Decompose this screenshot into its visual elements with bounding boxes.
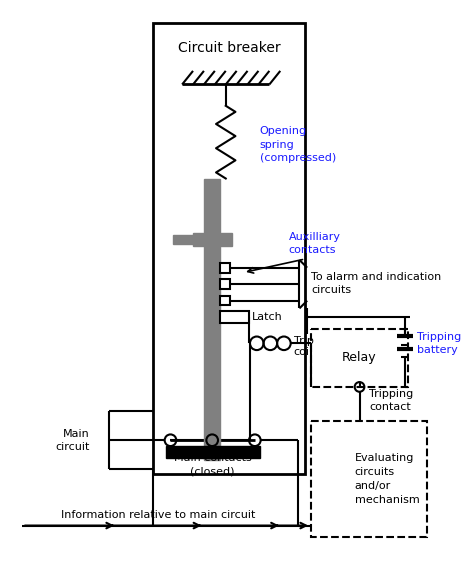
Text: Opening
spring
(compressed): Opening spring (compressed) [260,126,336,163]
Text: Evaluating
circuits
and/or
mechanism: Evaluating circuits and/or mechanism [355,453,419,505]
Text: Tripping
contact: Tripping contact [369,389,413,412]
Bar [193,233,232,246]
Bar [220,296,229,306]
Text: Tripping
battery: Tripping battery [417,332,461,355]
Bar [173,234,193,244]
Bar [220,263,229,273]
Text: Circuit breaker: Circuit breaker [178,41,281,54]
Bar [220,312,249,323]
Text: Trip
coil: Trip coil [293,336,313,357]
Bar [165,446,260,457]
Text: Main contacts
(closed): Main contacts (closed) [174,453,252,476]
Text: Main
circuit: Main circuit [55,428,90,452]
Bar [153,23,305,474]
Bar [204,178,220,460]
Bar [311,329,408,387]
Bar [311,421,428,537]
Text: Auxilliary
contacts: Auxilliary contacts [289,232,341,255]
Bar [220,279,229,289]
Text: Information relative to main circuit: Information relative to main circuit [61,510,255,520]
Text: To alarm and indication
circuits: To alarm and indication circuits [311,272,441,295]
Text: Latch: Latch [252,312,283,322]
Text: Relay: Relay [342,351,377,364]
